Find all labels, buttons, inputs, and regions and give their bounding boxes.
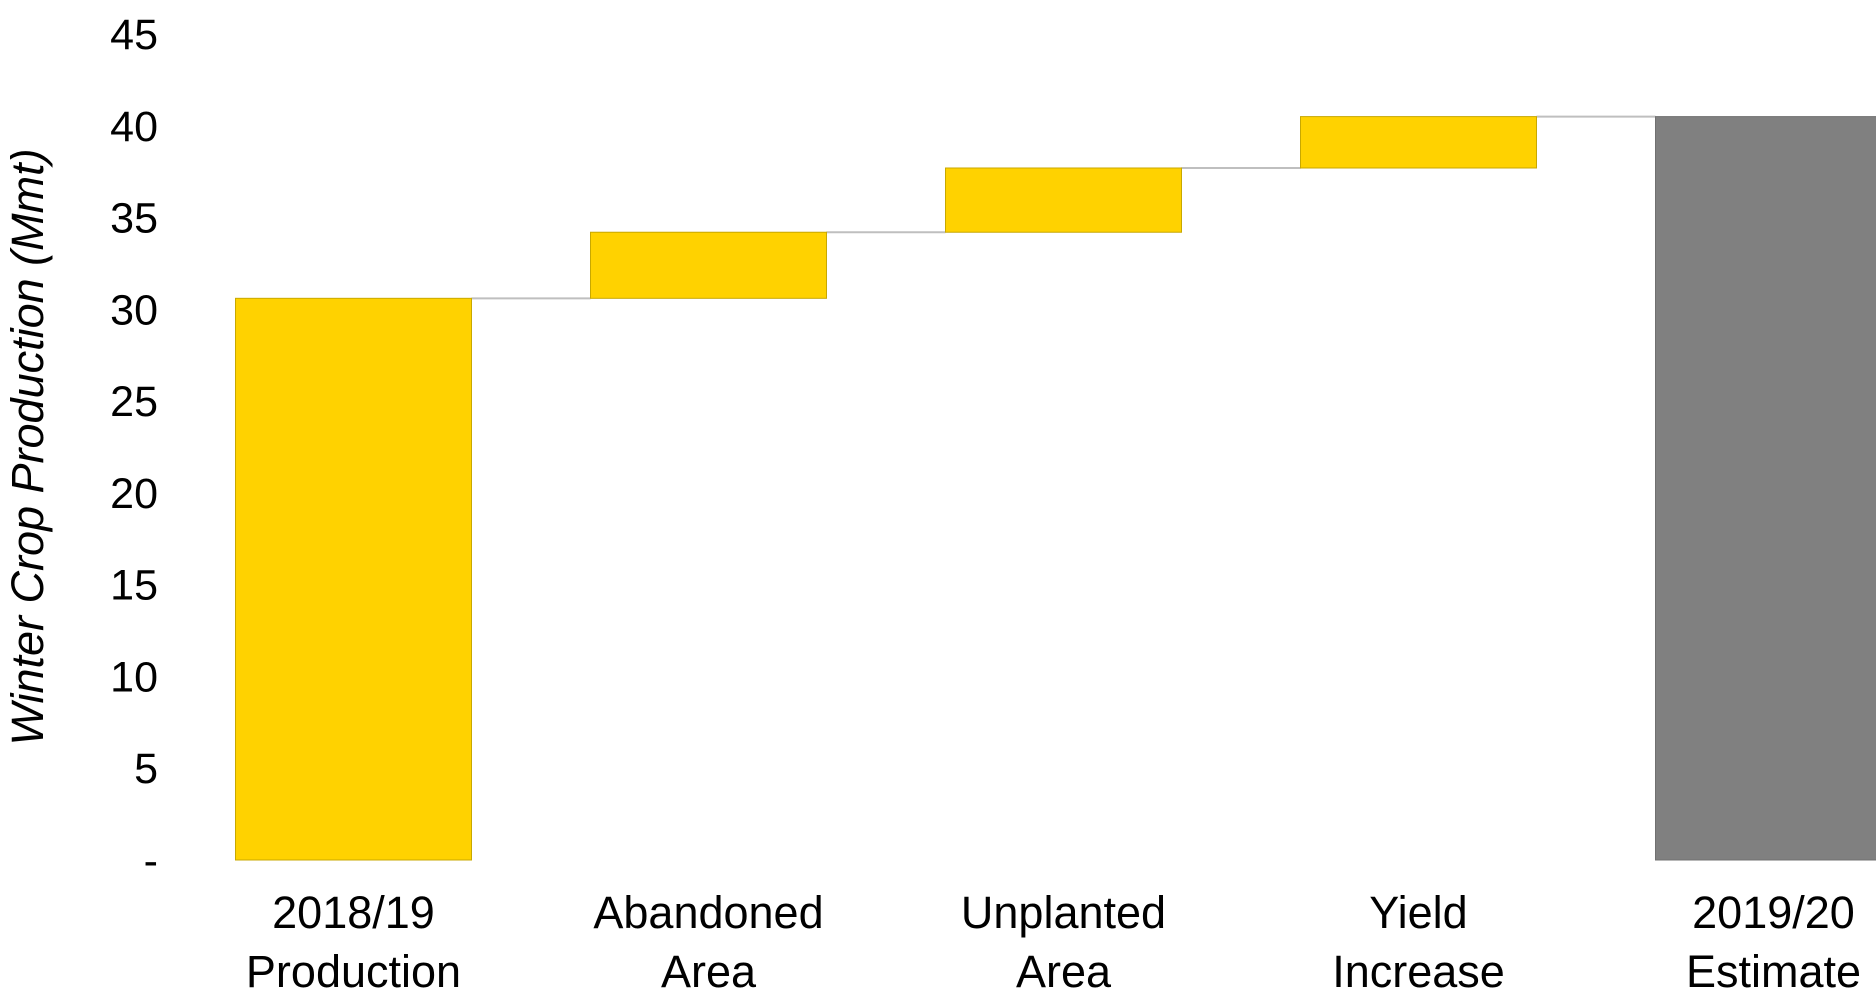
y-tick-label: 20: [110, 470, 158, 518]
bar-3: [945, 167, 1182, 233]
y-axis-ticks: - 5 10 15 20 25 30 35 40 45: [110, 11, 158, 885]
x-category-label-line2: Increase: [1332, 946, 1505, 992]
x-category-label-line1: Yield: [1369, 887, 1467, 938]
x-category-label-line1: Abandoned: [593, 887, 823, 938]
bars: [235, 116, 1876, 861]
x-category-label-line2: Estimate: [1686, 946, 1861, 992]
y-tick-label: 5: [134, 745, 158, 793]
x-category-label-line1: 2019/20: [1692, 887, 1855, 938]
connector-lines: [471, 115, 1656, 300]
bar-4: [1300, 116, 1537, 169]
x-category-label-line1: 2018/19: [272, 887, 435, 938]
x-axis-categories: 2018/19 Production Abandoned Area Unplanted A…: [246, 887, 1861, 992]
x-category-label-line2: Area: [661, 946, 757, 992]
y-axis-title: Winter Crop Production (Mmt): [2, 148, 53, 745]
bar-5: [1655, 116, 1876, 861]
y-tick-label: 45: [110, 11, 158, 59]
y-tick-label: 10: [110, 653, 158, 701]
y-tick-label: 35: [110, 195, 158, 243]
x-category-label-line2: Production: [246, 946, 461, 992]
bar-2: [590, 231, 827, 299]
y-tick-label: 30: [110, 286, 158, 334]
bar-1: [235, 297, 472, 861]
y-tick-label: 15: [110, 562, 158, 610]
y-tick-label: 25: [110, 378, 158, 426]
y-tick-label: 40: [110, 103, 158, 151]
y-tick-label: -: [144, 837, 158, 885]
x-category-label-line2: Area: [1016, 946, 1112, 992]
x-category-label-line1: Unplanted: [961, 887, 1166, 938]
